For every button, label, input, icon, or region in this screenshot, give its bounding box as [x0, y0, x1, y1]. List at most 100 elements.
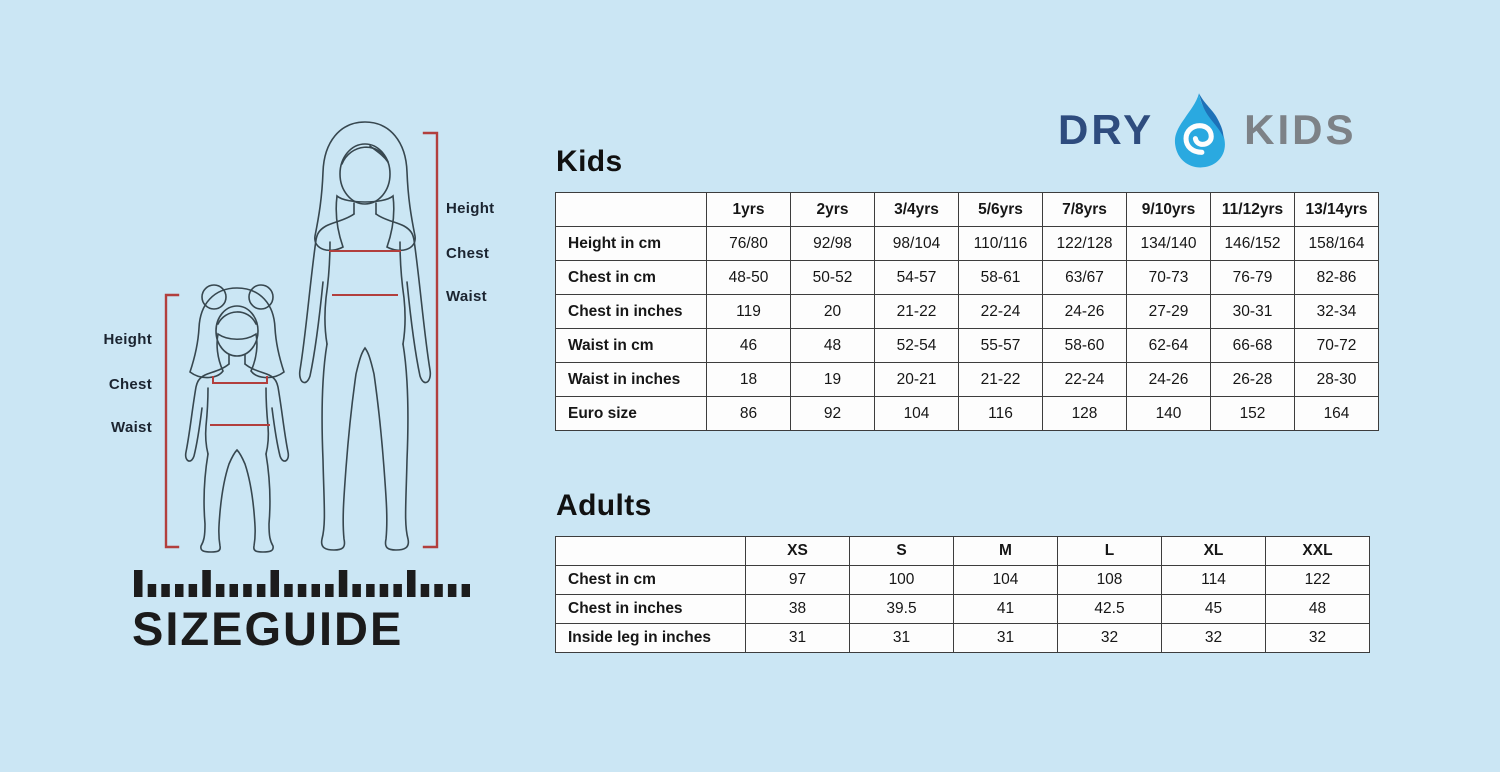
table-cell: 108: [1057, 565, 1162, 595]
table-cell: 119: [706, 294, 791, 329]
adult-height-label: Height: [446, 200, 495, 217]
table-cell: 98/104: [874, 226, 959, 261]
kids-col-header: 3/4yrs: [874, 192, 959, 227]
table-cell: 48-50: [706, 260, 791, 295]
logo-kids-text: KIDS: [1244, 106, 1357, 153]
row-label: Chest in cm: [555, 260, 707, 295]
child-chest-measure-line: [212, 376, 268, 384]
kids-col-header: 2yrs: [790, 192, 875, 227]
table-cell: 24-26: [1042, 294, 1127, 329]
adults-size-table: XS S M L XL XXL Chest in cm 97 100 104 1…: [555, 536, 1370, 653]
adults-col-header: XS: [745, 536, 850, 566]
adults-section-title: Adults: [556, 489, 652, 522]
table-cell: 32: [1057, 623, 1162, 653]
kids-col-header: 5/6yrs: [958, 192, 1043, 227]
table-cell: 128: [1042, 396, 1127, 431]
table-cell: 114: [1161, 565, 1266, 595]
row-label: Euro size: [555, 396, 707, 431]
row-label: Height in cm: [555, 226, 707, 261]
adults-col-header: XXL: [1265, 536, 1370, 566]
kids-col-header: 7/8yrs: [1042, 192, 1127, 227]
table-row: Chest in cm 97 100 104 108 114 122: [555, 565, 1370, 595]
table-cell: 48: [790, 328, 875, 363]
row-label: Chest in inches: [555, 594, 746, 624]
child-height-label: Height: [103, 331, 152, 348]
kids-size-table: 1yrs 2yrs 3/4yrs 5/6yrs 7/8yrs 9/10yrs 1…: [555, 192, 1379, 431]
table-row: Chest in inches 119 20 21-22 22-24 24-26…: [555, 294, 1379, 329]
kids-header-row: 1yrs 2yrs 3/4yrs 5/6yrs 7/8yrs 9/10yrs 1…: [555, 192, 1379, 227]
table-cell: 24-26: [1126, 362, 1211, 397]
table-cell: 20-21: [874, 362, 959, 397]
kids-col-header: 13/14yrs: [1294, 192, 1379, 227]
table-cell: 32: [1161, 623, 1266, 653]
table-cell: 48: [1265, 594, 1370, 624]
adult-figure-outline: [298, 121, 432, 551]
table-cell: 70-73: [1126, 260, 1211, 295]
table-row: Inside leg in inches 31 31 31 32 32 32: [555, 623, 1370, 653]
table-cell: 27-29: [1126, 294, 1211, 329]
water-drop-icon: [1175, 93, 1226, 168]
child-waist-label: Waist: [111, 419, 152, 436]
adults-col-header: XL: [1161, 536, 1266, 566]
table-cell: 76/80: [706, 226, 791, 261]
table-cell: 104: [953, 565, 1058, 595]
table-cell: 28-30: [1294, 362, 1379, 397]
table-cell: 134/140: [1126, 226, 1211, 261]
table-cell: 100: [849, 565, 954, 595]
logo-dry-text: DRY: [1058, 106, 1155, 153]
table-cell: 46: [706, 328, 791, 363]
row-label: Waist in inches: [555, 362, 707, 397]
table-cell: 45: [1161, 594, 1266, 624]
table-cell: 82-86: [1294, 260, 1379, 295]
table-cell: 42.5: [1057, 594, 1162, 624]
adults-col-header: M: [953, 536, 1058, 566]
table-cell: 32: [1265, 623, 1370, 653]
table-cell: 58-61: [958, 260, 1043, 295]
adults-col-header: S: [849, 536, 954, 566]
table-cell: 41: [953, 594, 1058, 624]
adult-waist-label: Waist: [446, 288, 487, 305]
table-cell: 164: [1294, 396, 1379, 431]
table-cell: 38: [745, 594, 850, 624]
table-cell: 66-68: [1210, 328, 1295, 363]
row-label: Inside leg in inches: [555, 623, 746, 653]
table-cell: 92: [790, 396, 875, 431]
table-cell: 110/116: [958, 226, 1043, 261]
row-label: Chest in inches: [555, 294, 707, 329]
table-cell: 55-57: [958, 328, 1043, 363]
table-cell: 39.5: [849, 594, 954, 624]
child-figure-outline: [184, 284, 290, 553]
table-row: Waist in cm 46 48 52-54 55-57 58-60 62-6…: [555, 328, 1379, 363]
kids-col-header: 11/12yrs: [1210, 192, 1295, 227]
table-cell: 26-28: [1210, 362, 1295, 397]
table-cell: 116: [958, 396, 1043, 431]
kids-corner-cell: [555, 192, 707, 227]
table-cell: 86: [706, 396, 791, 431]
table-row: Chest in cm 48-50 50-52 54-57 58-61 63/6…: [555, 260, 1379, 295]
adults-corner-cell: [555, 536, 746, 566]
table-cell: 50-52: [790, 260, 875, 295]
adult-figure-illustration: [298, 121, 439, 551]
kids-col-header: 9/10yrs: [1126, 192, 1211, 227]
brand-logo: DRY KIDS: [1058, 90, 1356, 170]
table-cell: 22-24: [1042, 362, 1127, 397]
table-cell: 146/152: [1210, 226, 1295, 261]
table-cell: 20: [790, 294, 875, 329]
table-cell: 31: [745, 623, 850, 653]
table-cell: 58-60: [1042, 328, 1127, 363]
table-cell: 22-24: [958, 294, 1043, 329]
table-cell: 104: [874, 396, 959, 431]
sizeguide-caption: SIZEGUIDE: [132, 602, 404, 655]
table-cell: 70-72: [1294, 328, 1379, 363]
table-cell: 31: [849, 623, 954, 653]
table-row: Chest in inches 38 39.5 41 42.5 45 48: [555, 594, 1370, 624]
kids-col-header: 1yrs: [706, 192, 791, 227]
adults-col-header: L: [1057, 536, 1162, 566]
table-cell: 62-64: [1126, 328, 1211, 363]
table-cell: 54-57: [874, 260, 959, 295]
table-cell: 30-31: [1210, 294, 1295, 329]
child-height-bracket: [164, 293, 180, 549]
table-row: Euro size 86 92 104 116 128 140 152 164: [555, 396, 1379, 431]
kids-section-title: Kids: [556, 145, 623, 178]
table-cell: 92/98: [790, 226, 875, 261]
